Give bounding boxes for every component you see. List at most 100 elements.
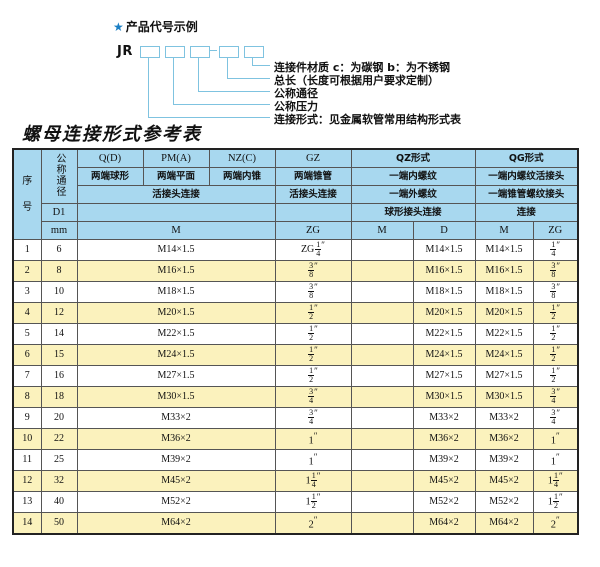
cell-qz-m (350, 407, 414, 429)
cell-qg-m: M18×1.5 (474, 281, 534, 303)
cell-nominal-diameter: 50 (40, 512, 78, 535)
cell-qz-m (350, 302, 414, 324)
header-form-pma: 两端平面 (142, 167, 210, 186)
cell-qg-zg: 1 1 2 ″ (532, 491, 579, 513)
cell-thread-m: M39×2 (76, 449, 276, 471)
cell-gz-zg: 2″ (274, 512, 352, 535)
table-header: 序 号 公称通径 Q(D) PM(A) NZ(C) GZ QZ形式 QG形式 两… (12, 148, 579, 240)
cell-seq: 10 (12, 428, 42, 450)
cell-qg-m: M39×2 (474, 449, 534, 471)
table-body: 1 6 M14×1.5 ZG 1 4 ″ M14×1.5 M14×1.5 1 4 ″ 2 8 M16×1.5… (12, 239, 579, 535)
leader-line-4-vertical (173, 57, 174, 104)
header-form-nzc: 两端内锥 (208, 167, 276, 186)
header-connect-qg: 一端锥管螺纹接头 (474, 185, 579, 204)
header-group-code-pma: PM(A) (142, 148, 210, 168)
table-row: 14 50 M64×2 2″ M64×2 M64×2 2″ (12, 512, 579, 535)
header-seq-char-2: 号 (22, 201, 33, 213)
header-unit-mm: mm (40, 221, 78, 240)
cell-seq: 1 (12, 239, 42, 261)
cell-qg-m: M22×1.5 (474, 323, 534, 345)
header-form-gz: 两端锥管 (274, 167, 352, 186)
table-row: 11 25 M39×2 1″ M39×2 M39×2 1″ (12, 449, 579, 471)
annotation-connection-form: 连接形式：见金属软管常用结构形式表 (274, 113, 461, 126)
cell-qz-d: M30×1.5 (412, 386, 476, 408)
header-form-qd: 两端球形 (76, 167, 144, 186)
table-row: 8 18 M30×1.5 3 4 ″ M30×1.5 M30×1.5 3 4 ″ (12, 386, 579, 408)
cell-qz-d: M24×1.5 (412, 344, 476, 366)
cell-nominal-diameter: 8 (40, 260, 78, 282)
code-box-1 (140, 46, 160, 58)
cell-qz-d: M45×2 (412, 470, 476, 492)
cell-gz-zg: 3 8 ″ (274, 260, 352, 282)
cell-qg-zg: 1 4 ″ (532, 239, 579, 261)
header-group-code-gz: GZ (274, 148, 352, 168)
cell-qg-zg: 3 8 ″ (532, 281, 579, 303)
leader-line-4-horizontal (173, 104, 270, 105)
cell-qz-d: M27×1.5 (412, 365, 476, 387)
header-connect-qd-group: 活接头连接 (76, 185, 276, 204)
cell-thread-m: M27×1.5 (76, 365, 276, 387)
table-row: 9 20 M33×2 3 4 ″ M33×2 M33×2 3 4 ″ (12, 407, 579, 429)
page-title: 螺母连接形式参考表 (22, 124, 202, 144)
header-seq: 序 号 (12, 148, 42, 240)
cell-qg-zg: 2″ (532, 512, 579, 535)
cell-seq: 7 (12, 365, 42, 387)
cell-qg-zg: 1″ (532, 449, 579, 471)
cell-qg-zg: 1 2 ″ (532, 344, 579, 366)
diagram-title-text: 产品代号示例 (125, 20, 198, 34)
cell-qz-m (350, 260, 414, 282)
table-row: 6 15 M24×1.5 1 2 ″ M24×1.5 M24×1.5 1 2 ″ (12, 344, 579, 366)
cell-qz-m (350, 365, 414, 387)
annotation-nominal-pressure: 公称压力 (274, 100, 318, 113)
header-group-code-qz: QZ形式 (350, 148, 476, 168)
code-separator-dash (210, 50, 217, 51)
cell-nominal-diameter: 22 (40, 428, 78, 450)
header-form-qg: 一端内螺纹活接头 (474, 167, 579, 186)
cell-qz-d: M52×2 (412, 491, 476, 513)
cell-nominal-diameter: 32 (40, 470, 78, 492)
cell-qg-m: M27×1.5 (474, 365, 534, 387)
leader-line-5-horizontal (148, 117, 270, 118)
cell-seq: 4 (12, 302, 42, 324)
cell-thread-m: M30×1.5 (76, 386, 276, 408)
cell-nominal-diameter: 40 (40, 491, 78, 513)
header-nominal-diameter-text: 公称通径 (54, 152, 65, 197)
cell-qz-d: M39×2 (412, 449, 476, 471)
cell-seq: 11 (12, 449, 42, 471)
cell-seq: 13 (12, 491, 42, 513)
cell-qz-m (350, 281, 414, 303)
header-unit-zg-qg: ZG (532, 221, 579, 240)
cell-qg-zg: 1 2 ″ (532, 323, 579, 345)
cell-qz-d: M33×2 (412, 407, 476, 429)
cell-qg-m: M20×1.5 (474, 302, 534, 324)
table-row: 12 32 M45×2 1 1 4 ″ M45×2 M45×2 1 1 4 ″ (12, 470, 579, 492)
code-box-4 (219, 46, 239, 58)
table-row: 5 14 M22×1.5 1 2 ″ M22×1.5 M22×1.5 1 2 ″ (12, 323, 579, 345)
header-nominal-diameter: 公称通径 (40, 148, 78, 204)
cell-qz-d: M14×1.5 (412, 239, 476, 261)
cell-gz-zg: 3 4 ″ (274, 407, 352, 429)
header-connect-gz: 活接头连接 (274, 185, 352, 204)
header-connect2-qg: 连接 (474, 203, 579, 222)
cell-seq: 5 (12, 323, 42, 345)
header-connect2-qd-group (76, 203, 276, 222)
cell-gz-zg: 1 2 ″ (274, 344, 352, 366)
cell-qg-zg: 3 4 ″ (532, 386, 579, 408)
header-group-code-qg: QG形式 (474, 148, 579, 168)
leader-line-5-vertical (148, 57, 149, 117)
cell-gz-zg: 1″ (274, 428, 352, 450)
cell-qg-zg: 1″ (532, 428, 579, 450)
cell-gz-zg: 1 2 ″ (274, 365, 352, 387)
header-connect-qz: 一端外螺纹 (350, 185, 476, 204)
nut-connection-spec-table: 序 号 公称通径 Q(D) PM(A) NZ(C) GZ QZ形式 QG形式 两… (12, 148, 579, 535)
leader-line-2-horizontal (227, 78, 270, 79)
cell-gz-zg: 1 2 ″ (274, 302, 352, 324)
cell-qg-m: M36×2 (474, 428, 534, 450)
spec-table-container: 序 号 公称通径 Q(D) PM(A) NZ(C) GZ QZ形式 QG形式 两… (12, 148, 579, 535)
cell-gz-zg: 3 4 ″ (274, 386, 352, 408)
leader-line-3-vertical (198, 57, 199, 91)
cell-nominal-diameter: 25 (40, 449, 78, 471)
table-row: 7 16 M27×1.5 1 2 ″ M27×1.5 M27×1.5 1 2 ″ (12, 365, 579, 387)
cell-thread-m: M24×1.5 (76, 344, 276, 366)
cell-thread-m: M64×2 (76, 512, 276, 535)
